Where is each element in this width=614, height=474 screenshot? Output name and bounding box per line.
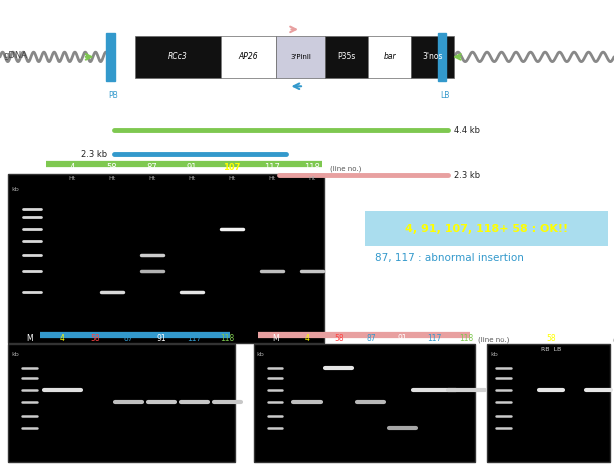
Text: 58: 58 (334, 334, 344, 343)
FancyBboxPatch shape (368, 36, 411, 78)
Text: 4.4 kb: 4.4 kb (454, 126, 480, 135)
Bar (106, 33, 115, 81)
Text: 58: 58 (90, 334, 100, 343)
Text: Ht: Ht (108, 176, 115, 181)
Text: kb: kb (257, 352, 265, 356)
FancyBboxPatch shape (325, 36, 368, 78)
Text: 58: 58 (546, 334, 556, 343)
Text: kb: kb (490, 352, 498, 356)
Text: 3'PinII: 3'PinII (290, 54, 311, 60)
Text: 118: 118 (459, 334, 474, 343)
Text: 4, 91, 107, 118+ 58 : OK!!: 4, 91, 107, 118+ 58 : OK!! (405, 224, 568, 234)
Text: M: M (28, 163, 36, 172)
Text: 118: 118 (220, 334, 235, 343)
Text: 58: 58 (107, 163, 117, 172)
Text: 117: 117 (187, 334, 201, 343)
Text: M: M (500, 334, 507, 343)
Text: (line no.): (line no.) (478, 336, 509, 343)
Text: bar: bar (384, 53, 396, 61)
Text: 3'nos: 3'nos (422, 53, 443, 61)
Text: 4: 4 (60, 334, 65, 343)
FancyBboxPatch shape (221, 36, 276, 78)
Text: PB: PB (109, 91, 119, 100)
Text: gDNA: gDNA (3, 52, 27, 60)
Text: Ht: Ht (149, 176, 155, 181)
Text: LB: LB (440, 91, 450, 100)
Text: kb: kb (11, 187, 19, 192)
Text: kb: kb (11, 352, 19, 356)
Text: 2.3 kb: 2.3 kb (454, 171, 481, 180)
Bar (438, 33, 446, 81)
Text: AP26: AP26 (239, 53, 258, 61)
Bar (487, 344, 610, 462)
FancyBboxPatch shape (365, 211, 608, 246)
Text: 117: 117 (264, 163, 280, 172)
Bar (8, 344, 235, 462)
FancyBboxPatch shape (276, 36, 325, 78)
Text: RCc3: RCc3 (168, 53, 188, 61)
Text: 4: 4 (69, 163, 74, 172)
Text: Ht: Ht (308, 176, 316, 181)
Text: 87: 87 (123, 334, 133, 343)
Text: 91: 91 (157, 334, 166, 343)
Text: 91: 91 (187, 163, 197, 172)
Text: 91: 91 (398, 334, 408, 343)
Text: 2.3 kb: 2.3 kb (81, 150, 107, 158)
Bar (254, 344, 475, 462)
FancyBboxPatch shape (411, 36, 454, 78)
Text: 87: 87 (147, 163, 157, 172)
Text: RB  LB: RB LB (541, 346, 561, 352)
Text: Ht: Ht (68, 176, 76, 181)
Text: Ht: Ht (228, 176, 236, 181)
Text: (line no.): (line no.) (330, 165, 362, 172)
Text: 117: 117 (427, 334, 442, 343)
Text: 87, 117 : abnormal insertion: 87, 117 : abnormal insertion (375, 253, 523, 264)
Text: P35s: P35s (338, 53, 356, 61)
Text: M: M (26, 334, 33, 343)
Text: 107: 107 (223, 163, 241, 172)
Text: M: M (272, 334, 278, 343)
Text: 87: 87 (366, 334, 376, 343)
Text: 118: 118 (304, 163, 320, 172)
Text: 4: 4 (305, 334, 309, 343)
FancyBboxPatch shape (135, 36, 221, 78)
Text: Ht: Ht (188, 176, 195, 181)
Text: Ht: Ht (268, 176, 276, 181)
Bar (8, 174, 324, 343)
Text: (line no.): (line no.) (613, 336, 614, 343)
